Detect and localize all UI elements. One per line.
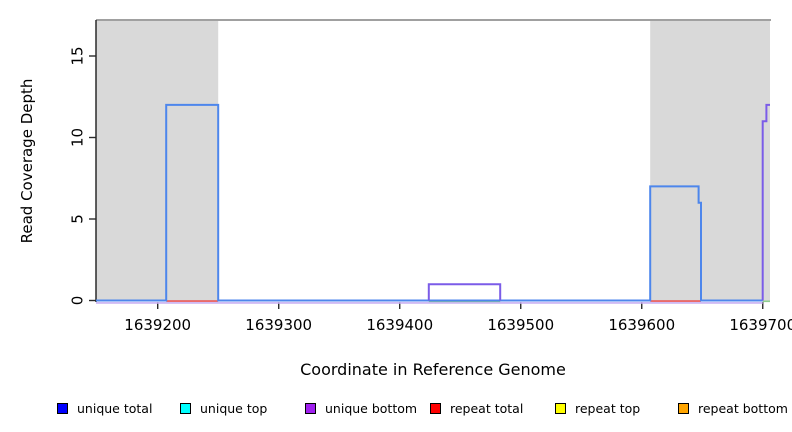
legend-label-repeat-total: repeat total [450,400,524,416]
legend-item-repeat-top: repeat top [555,398,640,418]
legend-swatch-unique-bottom [305,402,316,414]
legend-swatch-repeat-top [555,402,566,414]
legend-label-unique-bottom: unique bottom [325,400,418,416]
legend-item-unique-total: unique total [57,398,152,418]
y-axis-title: Read Coverage Depth [18,78,36,244]
legend-label-repeat-top: repeat top [575,400,641,416]
legend-label-unique-total: unique total [77,400,153,416]
legend-swatch-repeat-total [430,402,441,414]
x-tick-label: 1639500 [487,316,554,334]
y-tick-label: 5 [69,214,87,224]
x-tick-label: 1639600 [608,316,675,334]
legend-label-repeat-bottom: repeat bottom [698,400,788,416]
legend-item-unique-top: unique top [180,398,267,418]
legend: unique total unique top unique bottom re… [0,398,792,420]
y-tick-label: 10 [69,128,87,147]
shaded-region [96,21,219,301]
shaded-region [650,21,770,301]
y-tick-label: 0 [69,296,87,306]
legend-item-repeat-total: repeat total [430,398,523,418]
x-tick-label: 1639200 [124,316,191,334]
legend-swatch-repeat-bottom [678,402,689,414]
x-tick-label: 1639300 [245,316,312,334]
legend-item-unique-bottom: unique bottom [305,398,417,418]
x-tick-label: 1639700 [729,316,792,334]
x-tick-label: 1639400 [366,316,433,334]
unique-total-line [96,103,763,302]
legend-swatch-unique-total [57,402,68,414]
unique-bottom-box-mid [427,283,502,301]
legend-swatch-unique-top [180,402,191,414]
legend-label-unique-top: unique top [200,400,268,416]
legend-item-repeat-bottom: repeat bottom [678,398,788,418]
unique-bottom-step-right [761,103,770,301]
x-axis-title: Coordinate in Reference Genome [300,360,566,379]
y-tick-label: 15 [69,46,87,65]
